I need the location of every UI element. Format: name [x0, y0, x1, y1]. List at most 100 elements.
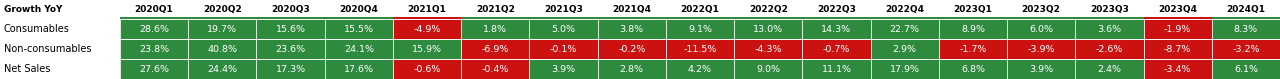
- Text: 17.9%: 17.9%: [890, 64, 920, 73]
- Text: 2020Q3: 2020Q3: [271, 5, 310, 14]
- Bar: [666, 39, 735, 59]
- Bar: [393, 17, 461, 19]
- Bar: [256, 0, 325, 19]
- Bar: [803, 19, 870, 39]
- Bar: [120, 0, 188, 19]
- Bar: [530, 0, 598, 19]
- Bar: [870, 17, 938, 19]
- Text: 6.0%: 6.0%: [1029, 24, 1053, 33]
- Bar: [1212, 0, 1280, 19]
- Bar: [735, 39, 803, 59]
- Bar: [735, 0, 803, 19]
- Text: 19.7%: 19.7%: [207, 24, 237, 33]
- Text: 8.3%: 8.3%: [1234, 24, 1258, 33]
- Text: 1.8%: 1.8%: [484, 24, 507, 33]
- Bar: [188, 0, 256, 19]
- Text: 3.8%: 3.8%: [620, 24, 644, 33]
- Bar: [461, 39, 530, 59]
- Text: -3.2%: -3.2%: [1233, 44, 1260, 53]
- Text: 2020Q1: 2020Q1: [134, 5, 174, 14]
- Bar: [0, 59, 120, 79]
- Bar: [1143, 19, 1212, 39]
- Bar: [598, 19, 666, 39]
- Bar: [120, 19, 188, 39]
- Bar: [325, 59, 393, 79]
- Text: -4.3%: -4.3%: [754, 44, 782, 53]
- Bar: [666, 59, 735, 79]
- Text: 6.8%: 6.8%: [961, 64, 984, 73]
- Text: 15.6%: 15.6%: [275, 24, 306, 33]
- Text: -3.4%: -3.4%: [1164, 64, 1192, 73]
- Bar: [325, 19, 393, 39]
- Bar: [393, 19, 461, 39]
- Text: 27.6%: 27.6%: [140, 64, 169, 73]
- Bar: [256, 17, 325, 19]
- Bar: [598, 17, 666, 19]
- Bar: [870, 19, 938, 39]
- Text: 5.0%: 5.0%: [552, 24, 576, 33]
- Bar: [393, 0, 461, 19]
- Bar: [735, 59, 803, 79]
- Bar: [666, 0, 735, 19]
- Text: 4.2%: 4.2%: [689, 64, 712, 73]
- Text: 2.8%: 2.8%: [620, 64, 644, 73]
- Text: 2022Q1: 2022Q1: [681, 5, 719, 14]
- Bar: [1212, 59, 1280, 79]
- Text: -0.1%: -0.1%: [550, 44, 577, 53]
- Text: 2021Q2: 2021Q2: [476, 5, 515, 14]
- Text: 2021Q1: 2021Q1: [407, 5, 447, 14]
- Text: 6.1%: 6.1%: [1234, 64, 1258, 73]
- Text: 23.8%: 23.8%: [140, 44, 169, 53]
- Bar: [1007, 17, 1075, 19]
- Text: 9.0%: 9.0%: [756, 64, 781, 73]
- Bar: [461, 0, 530, 19]
- Text: 22.7%: 22.7%: [890, 24, 920, 33]
- Text: 2024Q1: 2024Q1: [1226, 5, 1266, 14]
- Bar: [1007, 39, 1075, 59]
- Text: 2.4%: 2.4%: [1097, 64, 1121, 73]
- Bar: [1212, 19, 1280, 39]
- Bar: [938, 59, 1007, 79]
- Text: 17.6%: 17.6%: [344, 64, 374, 73]
- Text: 14.3%: 14.3%: [822, 24, 851, 33]
- Bar: [120, 59, 188, 79]
- Text: -1.7%: -1.7%: [959, 44, 987, 53]
- Text: 3.9%: 3.9%: [552, 64, 576, 73]
- Bar: [1007, 59, 1075, 79]
- Text: -0.6%: -0.6%: [413, 64, 440, 73]
- Text: -0.2%: -0.2%: [618, 44, 645, 53]
- Bar: [188, 59, 256, 79]
- Bar: [120, 39, 188, 59]
- Bar: [188, 19, 256, 39]
- Text: -8.7%: -8.7%: [1164, 44, 1192, 53]
- Text: 24.1%: 24.1%: [344, 44, 374, 53]
- Text: 2023Q1: 2023Q1: [954, 5, 992, 14]
- Bar: [393, 59, 461, 79]
- Bar: [803, 39, 870, 59]
- Bar: [1007, 0, 1075, 19]
- Bar: [1143, 39, 1212, 59]
- Bar: [0, 0, 120, 19]
- Text: -3.9%: -3.9%: [1028, 44, 1055, 53]
- Bar: [598, 59, 666, 79]
- Bar: [120, 17, 188, 19]
- Text: 2023Q2: 2023Q2: [1021, 5, 1061, 14]
- Text: 2022Q3: 2022Q3: [817, 5, 856, 14]
- Text: 3.6%: 3.6%: [1097, 24, 1121, 33]
- Text: -0.7%: -0.7%: [823, 44, 850, 53]
- Bar: [393, 39, 461, 59]
- Bar: [938, 0, 1007, 19]
- Bar: [1075, 39, 1143, 59]
- Bar: [188, 17, 256, 19]
- Text: 23.6%: 23.6%: [275, 44, 306, 53]
- Bar: [1075, 59, 1143, 79]
- Bar: [325, 39, 393, 59]
- Text: -6.9%: -6.9%: [481, 44, 509, 53]
- Text: 15.5%: 15.5%: [344, 24, 374, 33]
- Text: 2020Q4: 2020Q4: [339, 5, 379, 14]
- Text: 2023Q4: 2023Q4: [1158, 5, 1197, 14]
- Text: -2.6%: -2.6%: [1096, 44, 1123, 53]
- Text: 2022Q2: 2022Q2: [749, 5, 787, 14]
- Text: 3.9%: 3.9%: [1029, 64, 1053, 73]
- Text: Net Sales: Net Sales: [4, 64, 50, 74]
